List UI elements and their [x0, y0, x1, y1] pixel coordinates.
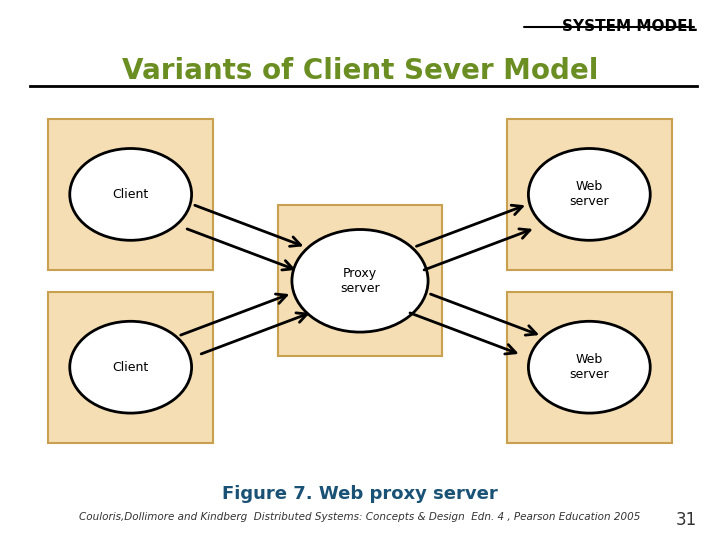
Text: Variants of Client Sever Model: Variants of Client Sever Model: [122, 57, 598, 85]
Text: SYSTEM MODEL: SYSTEM MODEL: [562, 19, 697, 34]
Text: Client: Client: [112, 361, 149, 374]
Text: Client: Client: [112, 188, 149, 201]
FancyBboxPatch shape: [278, 205, 442, 356]
Text: Couloris,Dollimore and Kindberg  Distributed Systems: Concepts & Design  Edn. 4 : Couloris,Dollimore and Kindberg Distribu…: [79, 512, 641, 522]
FancyBboxPatch shape: [507, 119, 672, 270]
Text: 31: 31: [675, 511, 697, 529]
Circle shape: [528, 148, 650, 240]
Circle shape: [528, 321, 650, 413]
Text: Web
server: Web server: [570, 180, 609, 208]
Text: Proxy
server: Proxy server: [340, 267, 380, 295]
Circle shape: [70, 148, 192, 240]
FancyBboxPatch shape: [507, 292, 672, 443]
FancyBboxPatch shape: [48, 292, 213, 443]
Circle shape: [292, 230, 428, 332]
Text: Figure 7. Web proxy server: Figure 7. Web proxy server: [222, 485, 498, 503]
FancyBboxPatch shape: [48, 119, 213, 270]
Text: Web
server: Web server: [570, 353, 609, 381]
Circle shape: [70, 321, 192, 413]
